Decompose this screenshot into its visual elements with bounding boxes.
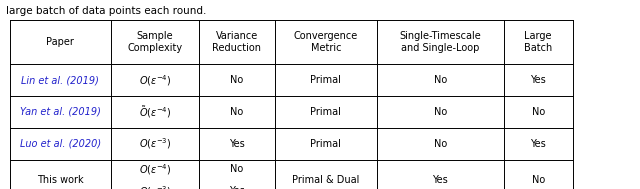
Text: No: No (434, 139, 447, 149)
Text: No: No (230, 75, 243, 85)
Text: Primal: Primal (310, 75, 341, 85)
Text: Yes: Yes (229, 186, 244, 189)
Text: No: No (230, 107, 243, 117)
Text: Luo et al. (2020): Luo et al. (2020) (20, 139, 100, 149)
Text: Large
Batch: Large Batch (524, 31, 552, 53)
Text: large batch of data points each round.: large batch of data points each round. (6, 6, 207, 16)
Text: This work: This work (37, 175, 83, 185)
Text: Convergence
Metric: Convergence Metric (294, 31, 358, 53)
Text: Paper: Paper (46, 37, 74, 47)
Text: No: No (434, 107, 447, 117)
Text: No: No (532, 107, 545, 117)
Text: Primal: Primal (310, 107, 341, 117)
Text: Variance
Reduction: Variance Reduction (212, 31, 261, 53)
Text: Yes: Yes (531, 75, 546, 85)
Text: Single-Timescale
and Single-Loop: Single-Timescale and Single-Loop (399, 31, 481, 53)
Text: Lin et al. (2019): Lin et al. (2019) (21, 75, 99, 85)
Text: Primal: Primal (310, 139, 341, 149)
Text: $O(\varepsilon^{-4})$: $O(\varepsilon^{-4})$ (139, 162, 171, 177)
Text: Yan et al. (2019): Yan et al. (2019) (20, 107, 100, 117)
Text: Yes: Yes (531, 139, 546, 149)
Text: No: No (230, 164, 243, 174)
Text: $O(\varepsilon^{-3})$: $O(\varepsilon^{-3})$ (139, 136, 171, 151)
Text: $\tilde{O}(\varepsilon^{-4})$: $\tilde{O}(\varepsilon^{-4})$ (139, 104, 171, 120)
Text: $O(\varepsilon^{-4})$: $O(\varepsilon^{-4})$ (139, 73, 171, 88)
Text: Sample
Complexity: Sample Complexity (127, 31, 182, 53)
Text: No: No (434, 75, 447, 85)
Text: Yes: Yes (229, 139, 244, 149)
Text: No: No (532, 175, 545, 185)
Text: Yes: Yes (433, 175, 448, 185)
Text: $O(\varepsilon^{-3})$: $O(\varepsilon^{-3})$ (139, 184, 171, 189)
Text: Primal & Dual: Primal & Dual (292, 175, 360, 185)
